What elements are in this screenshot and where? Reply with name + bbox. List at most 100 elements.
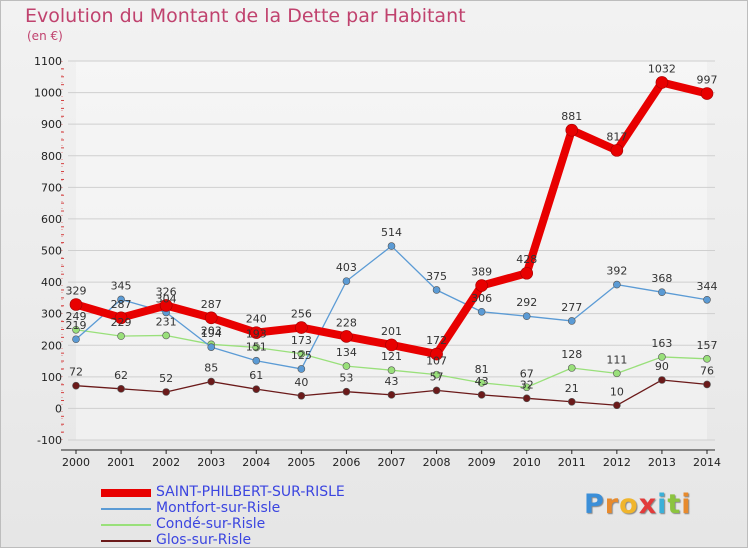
data-label: 368 <box>651 272 672 285</box>
x-tick-label: 2004 <box>242 456 270 469</box>
x-tick-label: 2007 <box>378 456 406 469</box>
label-layer: 329 287 326 287 240 256 228 201 172 389 428 881 817 1… <box>66 62 718 398</box>
data-point <box>117 385 125 393</box>
data-point <box>567 364 576 372</box>
chart-title: Evolution du Montant de la Dette par Hab… <box>25 5 466 27</box>
data-label: 287 <box>111 298 132 311</box>
data-label: 43 <box>385 375 399 388</box>
data-point <box>703 295 711 304</box>
data-label: 173 <box>291 334 312 347</box>
data-label: 344 <box>697 280 718 293</box>
data-label: 67 <box>520 367 534 380</box>
y-tick-label: 200 <box>41 339 62 352</box>
proxiti-logo: Proxiti <box>584 489 692 520</box>
x-tick-label: 2013 <box>648 456 676 469</box>
data-point <box>162 388 170 396</box>
data-point <box>252 343 261 352</box>
data-label: 134 <box>336 346 357 359</box>
x-tick-label: 2009 <box>468 456 496 469</box>
x-tick-label: 2012 <box>603 456 631 469</box>
legend-label: Montfort-sur-Risle <box>156 500 281 516</box>
legend-label: Glos-sur-Risle <box>156 532 252 548</box>
data-label: 107 <box>426 355 447 368</box>
data-label: 128 <box>561 348 582 361</box>
data-label: 201 <box>381 325 402 338</box>
data-label: 329 <box>66 285 87 298</box>
data-point <box>655 76 669 89</box>
data-label: 514 <box>381 226 402 239</box>
data-point <box>162 331 170 340</box>
data-point <box>477 307 486 316</box>
data-label: 40 <box>294 376 308 389</box>
data-point <box>342 277 351 285</box>
x-tick-label: 2002 <box>152 456 180 469</box>
data-label: 389 <box>471 266 492 279</box>
y-tick-label: 500 <box>41 245 62 258</box>
x-tick-label: 2014 <box>693 456 721 469</box>
data-point <box>432 286 441 294</box>
axis-layer: -100 0 100 200 300 400 500 600 700 800 900 1000 1100… <box>34 55 721 469</box>
data-point <box>565 123 579 137</box>
y-tick-label: 400 <box>41 276 62 289</box>
data-label: 52 <box>159 372 173 385</box>
legend-swatch <box>101 508 151 510</box>
data-point <box>610 144 624 157</box>
data-label: 1032 <box>648 62 676 75</box>
data-label: 203 <box>201 324 222 337</box>
data-label: 306 <box>471 292 492 305</box>
data-label: 231 <box>156 315 177 328</box>
data-point <box>658 376 666 384</box>
data-label: 256 <box>291 308 312 321</box>
data-label: 240 <box>246 313 267 326</box>
legend-swatch <box>101 524 151 526</box>
data-label: 43 <box>475 375 489 388</box>
data-label: 21 <box>565 382 579 395</box>
data-point <box>297 365 306 373</box>
data-point <box>475 279 488 292</box>
data-label: 881 <box>561 110 582 123</box>
data-point <box>658 353 666 361</box>
data-label: 85 <box>204 362 218 375</box>
data-label: 375 <box>426 270 447 283</box>
logo-letter: i <box>681 489 692 520</box>
data-point <box>207 377 216 386</box>
data-point <box>703 380 711 389</box>
data-point <box>252 356 261 365</box>
y-tick-label: 300 <box>41 308 62 321</box>
data-point <box>342 387 351 396</box>
legend-item: Glos-sur-Risle <box>101 532 401 548</box>
data-label: 53 <box>339 372 353 385</box>
data-label: 163 <box>651 337 672 350</box>
data-label: 392 <box>606 265 627 278</box>
data-point <box>340 330 353 343</box>
legend-item: SAINT-PHILBERT-SUR-RISLE <box>101 484 401 501</box>
data-point <box>387 242 396 250</box>
data-point <box>522 383 531 392</box>
data-point <box>207 343 216 351</box>
x-tick-label: 2005 <box>287 456 315 469</box>
legend-label: SAINT-PHILBERT-SUR-RISLE <box>156 484 345 500</box>
data-point <box>252 385 261 393</box>
legend-label: Condé-sur-Risle <box>156 516 266 532</box>
data-label: 111 <box>606 353 627 366</box>
y-tick-label: 900 <box>41 118 62 131</box>
data-label: 194 <box>201 327 222 340</box>
y-tick-label: 800 <box>41 150 62 163</box>
data-label: 229 <box>111 316 132 329</box>
data-point <box>72 325 80 334</box>
data-label: 403 <box>336 261 357 274</box>
data-point <box>567 317 576 325</box>
data-point <box>72 335 80 344</box>
data-point <box>114 311 128 325</box>
data-point <box>387 391 396 399</box>
data-label: 817 <box>606 130 627 143</box>
data-point <box>297 349 306 358</box>
data-point <box>477 379 486 387</box>
data-label: 62 <box>114 369 128 382</box>
data-label: 193 <box>246 327 267 340</box>
data-point <box>520 266 534 280</box>
data-point <box>432 370 441 379</box>
legend-item: Montfort-sur-Risle <box>101 500 401 517</box>
legend-swatch <box>101 540 151 542</box>
